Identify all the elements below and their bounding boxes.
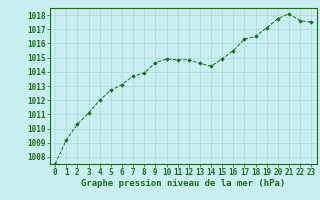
X-axis label: Graphe pression niveau de la mer (hPa): Graphe pression niveau de la mer (hPa)	[81, 179, 285, 188]
